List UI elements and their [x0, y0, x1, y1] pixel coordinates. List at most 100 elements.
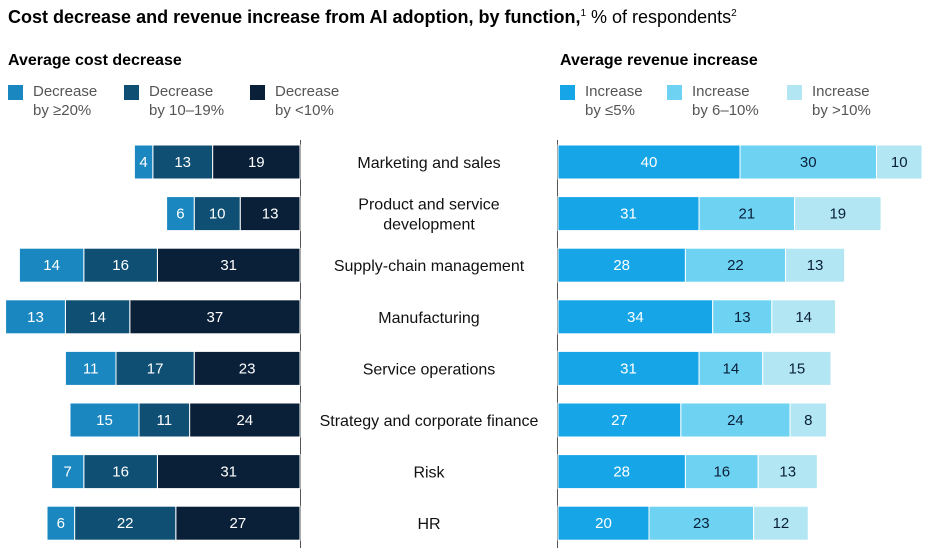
revenue-bar-supply-chain-management-s0: [557, 247, 686, 283]
cost-bar-label: 31: [220, 464, 237, 481]
revenue-bar-label: 14: [723, 360, 740, 377]
cost-bar-hr-s1: [74, 505, 177, 541]
cost-bar-product-and-service-development-s0: [166, 196, 195, 232]
footnote-2: 2: [731, 8, 737, 19]
cost-bar-label: 14: [43, 257, 60, 274]
cost-bar-label: 13: [174, 154, 191, 171]
cost-bar-label: 4: [139, 154, 147, 171]
cost-bar-label: 15: [96, 412, 113, 429]
cost-bar-label: 7: [64, 464, 72, 481]
cost-bar-label: 27: [230, 515, 247, 532]
cost-panel-title: Average cost decrease: [8, 52, 182, 69]
chart-title-main: Cost decrease and revenue increase from …: [8, 7, 581, 27]
cost-bar-service-operations-s0: [64, 350, 117, 386]
footnote-1: 1: [580, 8, 587, 19]
legend-label-line1: Increase: [812, 83, 870, 100]
cost-bar-label: 19: [248, 154, 265, 171]
legend-label-line2: by <10%: [275, 102, 334, 119]
legend-swatch: [787, 85, 802, 100]
legend-label-line1: Decrease: [33, 83, 98, 100]
cost-bar-label: 14: [89, 309, 106, 326]
chart-title-unit: % of respondents: [586, 7, 732, 27]
cost-bar-hr-s2: [175, 505, 301, 541]
legend-swatch: [8, 85, 23, 100]
revenue-bar-label: 23: [693, 515, 710, 532]
revenue-bar-supply-chain-management-s2: [785, 247, 846, 283]
revenue-bar-manufacturing-s1: [712, 299, 773, 335]
legend-label-line1: Increase: [585, 83, 643, 100]
revenue-bar-hr-s0: [557, 505, 650, 541]
category-label-risk: Risk: [413, 465, 445, 482]
cost-bar-label: 31: [220, 257, 237, 274]
revenue-bar-label: 8: [804, 412, 812, 429]
cost-bar-label: 11: [157, 412, 173, 429]
cost-bar-label: 23: [239, 360, 256, 377]
cost-bar-manufacturing-s0: [5, 299, 66, 335]
cost-bar-label: 17: [147, 360, 164, 377]
cost-bar-product-and-service-development-s2: [239, 196, 301, 232]
legend-label-line2: by 10–19%: [149, 102, 225, 119]
category-label-supply-chain-management: Supply-chain management: [334, 258, 525, 275]
cost-bar-marketing-and-sales-s2: [212, 144, 301, 180]
cost-bar-label: 13: [27, 309, 44, 326]
category-label-strategy-and-corporate-finance: Strategy and corporate finance: [320, 413, 539, 430]
revenue-bar-marketing-and-sales-s0: [557, 144, 741, 180]
revenue-bar-manufacturing-s2: [771, 299, 837, 335]
cost-bar-risk-s0: [51, 454, 85, 490]
cost-bar-label: 6: [176, 206, 184, 223]
revenue-bar-product-and-service-development-s1: [698, 196, 796, 232]
revenue-bar-risk-s2: [757, 454, 818, 490]
revenue-bar-label: 40: [641, 154, 658, 171]
revenue-bar-service-operations-s2: [762, 350, 832, 386]
cost-bar-product-and-service-development-s1: [193, 196, 241, 232]
revenue-panel-title: Average revenue increase: [560, 52, 758, 69]
revenue-bar-label: 24: [727, 412, 744, 429]
revenue-bar-label: 12: [773, 515, 790, 532]
cost-bar-hr-s0: [46, 505, 76, 541]
legend-swatch: [560, 85, 575, 100]
revenue-bar-risk-s0: [557, 454, 686, 490]
revenue-bar-label: 16: [713, 464, 730, 481]
cost-bar-risk-s1: [83, 454, 158, 490]
revenue-bar-label: 13: [734, 309, 751, 326]
revenue-bar-label: 22: [727, 257, 744, 274]
revenue-bar-label: 20: [595, 515, 612, 532]
cost-bar-label: 16: [112, 257, 129, 274]
category-label-manufacturing: Manufacturing: [378, 310, 479, 327]
cost-bar-label: 37: [207, 309, 224, 326]
revenue-bar-label: 15: [789, 360, 806, 377]
cost-bar-risk-s2: [156, 454, 301, 490]
legend-label-line2: by ≥20%: [33, 102, 92, 119]
category-label-marketing-and-sales: Marketing and sales: [357, 155, 500, 172]
cost-bar-label: 11: [83, 360, 99, 377]
revenue-bar-marketing-and-sales-s1: [739, 144, 877, 180]
revenue-bar-hr-s2: [753, 505, 809, 541]
revenue-bar-label: 21: [738, 206, 755, 223]
legend-label-line1: Decrease: [149, 83, 214, 100]
cost-bar-label: 6: [57, 515, 65, 532]
revenue-bar-product-and-service-development-s0: [557, 196, 700, 232]
cost-bar-service-operations-s2: [193, 350, 301, 386]
revenue-bar-hr-s1: [648, 505, 755, 541]
legend-label-line2: by 6–10%: [692, 102, 759, 119]
legend-swatch: [250, 85, 265, 100]
revenue-bar-label: 14: [795, 309, 812, 326]
legend-label-line1: Increase: [692, 83, 750, 100]
cost-bar-supply-chain-management-s2: [156, 247, 301, 283]
revenue-bar-label: 28: [613, 257, 630, 274]
cost-bar-label: 24: [236, 412, 253, 429]
revenue-bar-strategy-and-corporate-finance-s1: [680, 402, 791, 438]
legend-label-line2: by >10%: [812, 102, 871, 119]
cost-bar-strategy-and-corporate-finance-s2: [189, 402, 301, 438]
revenue-bar-label: 31: [620, 360, 637, 377]
legend-label-line1: Decrease: [275, 83, 340, 100]
revenue-bar-label: 28: [613, 464, 630, 481]
cost-bar-label: 13: [262, 206, 279, 223]
revenue-bar-strategy-and-corporate-finance-s2: [789, 402, 827, 438]
revenue-bar-label: 13: [807, 257, 824, 274]
legend-swatch: [667, 85, 682, 100]
revenue-bar-label: 13: [779, 464, 796, 481]
cost-bar-label: 10: [209, 206, 226, 223]
cost-bar-supply-chain-management-s0: [18, 247, 85, 283]
